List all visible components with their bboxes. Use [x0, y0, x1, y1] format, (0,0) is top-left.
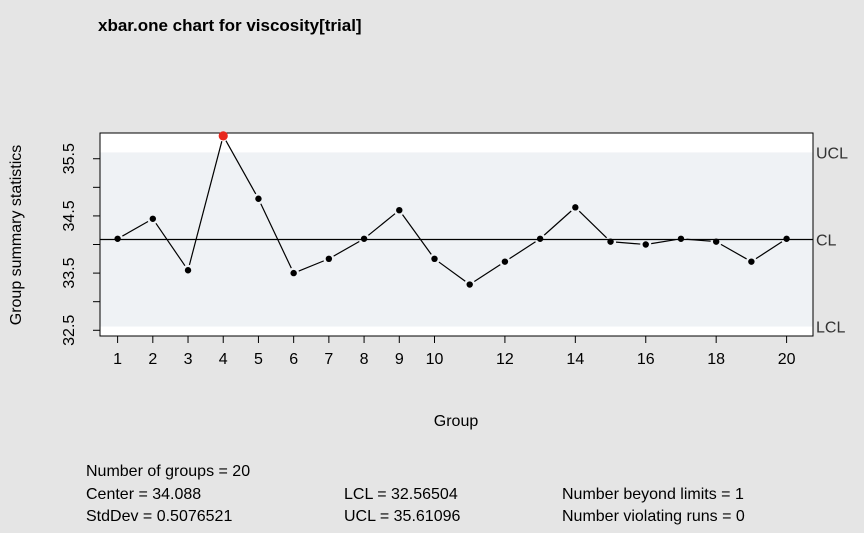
series-segment [509, 241, 536, 260]
x-tick-label: 20 [778, 351, 796, 368]
data-point [501, 258, 509, 265]
x-tick-label: 2 [148, 351, 157, 368]
x-tick-label: 12 [496, 351, 514, 368]
series-segment [260, 203, 292, 269]
x-tick-label: 5 [254, 351, 263, 368]
ucl-label: UCL [816, 145, 848, 162]
series-segment [651, 239, 676, 245]
series-segment [438, 261, 466, 282]
series-segment [720, 243, 747, 260]
data-point [290, 269, 297, 277]
data-point [607, 238, 614, 245]
series-segment [755, 241, 783, 260]
stat-lcl: LCL = 32.56504 [344, 486, 458, 503]
data-point [783, 235, 790, 242]
out-of-control-point [218, 131, 228, 141]
series-segment [473, 264, 501, 283]
series-segment [188, 141, 223, 266]
data-point [642, 241, 649, 248]
y-tick-label: 32.5 [61, 315, 78, 346]
data-point [149, 215, 157, 222]
x-tick-label: 8 [360, 351, 369, 368]
chart-title: xbar.one chart for viscosity[trial] [98, 16, 362, 35]
data-point [396, 206, 403, 214]
series-segment [367, 213, 396, 236]
data-point [114, 235, 121, 242]
x-tick-label: 6 [289, 351, 298, 368]
x-tick-label: 9 [395, 351, 404, 368]
data-point [712, 238, 720, 245]
stat-stddev: StdDev = 0.5076521 [86, 508, 232, 525]
data-point [431, 255, 438, 263]
series-segment [155, 222, 186, 267]
series-segment [298, 260, 324, 272]
x-tick-label: 14 [566, 351, 584, 368]
stat-groups: Number of groups = 20 [86, 463, 250, 480]
y-tick-label: 33.5 [61, 257, 78, 288]
data-point [572, 204, 579, 211]
series-segment [686, 238, 711, 242]
stat-beyond-limits: Number beyond limits = 1 [562, 486, 744, 503]
lcl-label: LCL [816, 320, 845, 337]
stat-ucl: UCL = 35.61096 [344, 508, 460, 525]
data-point [536, 235, 544, 242]
series-segment [402, 214, 432, 255]
y-tick-label: 34.5 [61, 200, 78, 231]
series-segment [225, 140, 257, 195]
x-tick-label: 7 [324, 351, 333, 368]
series-segment [333, 240, 360, 257]
series-segment [543, 210, 572, 236]
summary-stats: Number of groups = 20 Center = 34.088 St… [86, 463, 745, 525]
data-point [255, 195, 262, 202]
data-point [325, 255, 333, 263]
x-tick-label: 10 [426, 351, 444, 368]
data-point [466, 281, 473, 288]
plot-area [99, 132, 814, 337]
data-point [748, 258, 755, 265]
series-segment [122, 220, 149, 237]
series-segment [578, 210, 608, 239]
series-segment [615, 241, 641, 245]
data-point [184, 267, 192, 274]
stat-violating-runs: Number violating runs = 0 [562, 508, 745, 525]
x-tick-label: 18 [707, 351, 725, 368]
x-tick-label: 16 [637, 351, 655, 368]
y-tick-label: 35.5 [61, 143, 78, 174]
y-axis-label: Group summary statistics [8, 145, 25, 325]
series [114, 131, 790, 288]
x-axis-label: Group [434, 413, 479, 430]
stat-center: Center = 34.088 [86, 486, 201, 503]
x-tick-label: 4 [219, 351, 228, 368]
data-point [677, 235, 685, 242]
x-tick-label: 1 [113, 351, 122, 368]
cl-label: CL [816, 232, 837, 249]
x-tick-label: 3 [184, 351, 193, 368]
data-point [360, 235, 368, 242]
